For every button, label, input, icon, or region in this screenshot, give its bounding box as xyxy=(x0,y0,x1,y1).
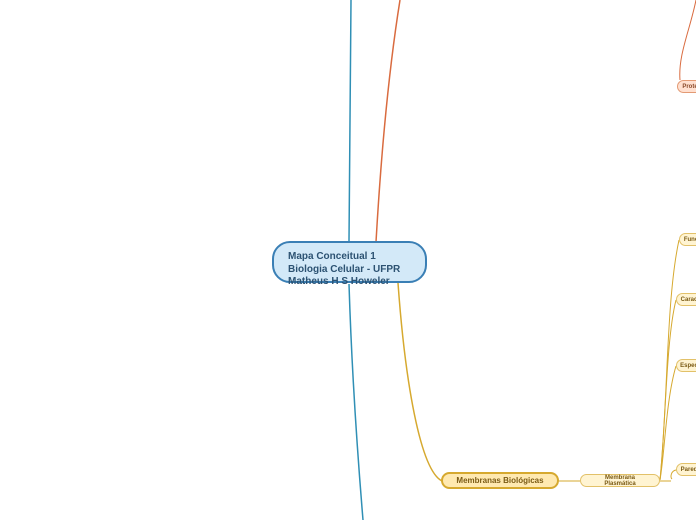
node-espec[interactable]: Espec xyxy=(676,359,696,372)
node-prote[interactable]: Prote xyxy=(677,80,696,93)
node-prote-label: Prote xyxy=(682,84,696,90)
edge xyxy=(349,284,363,520)
node-membranas-biologicas[interactable]: Membranas Biológicas xyxy=(441,472,559,489)
edge xyxy=(349,0,351,241)
root-line-2: Biologia Celular - UFPR xyxy=(288,264,411,277)
node-membranas-label: Membranas Biológicas xyxy=(456,476,543,485)
node-carac[interactable]: Carac xyxy=(676,293,696,306)
node-func[interactable]: Funç xyxy=(679,233,696,246)
edge xyxy=(680,0,696,80)
node-carac-label: Carac xyxy=(681,297,696,303)
root-line-3: Matheus H S Howeler xyxy=(288,276,411,289)
edge xyxy=(671,470,676,479)
node-espec-label: Espec xyxy=(680,363,696,369)
node-func-label: Funç xyxy=(684,237,696,243)
node-membrana-plasmatica[interactable]: Membrana Plasmática xyxy=(580,474,660,487)
edge xyxy=(398,283,442,481)
edge xyxy=(376,0,400,242)
node-pared-label: Pared xyxy=(681,467,696,473)
node-plasmatica-label: Membrana Plasmática xyxy=(589,475,651,487)
edge xyxy=(660,240,679,480)
edge xyxy=(660,366,676,480)
node-pared[interactable]: Pared xyxy=(676,463,696,476)
root-node[interactable]: Mapa Conceitual 1Biologia Celular - UFPR… xyxy=(272,241,427,283)
edge xyxy=(660,300,676,480)
root-line-1: Mapa Conceitual 1 xyxy=(288,251,411,264)
mindmap-canvas: Mapa Conceitual 1Biologia Celular - UFPR… xyxy=(0,0,696,520)
